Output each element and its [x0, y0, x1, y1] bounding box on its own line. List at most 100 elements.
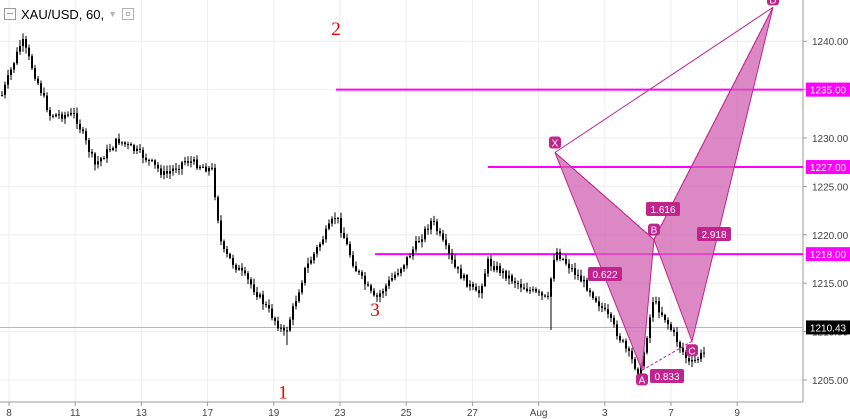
candle — [160, 164, 162, 178]
candle — [382, 288, 384, 299]
level-price-tag-bg — [806, 82, 850, 97]
candle-body — [643, 352, 645, 366]
wave-annotation-3: 3 — [370, 300, 380, 321]
collapse-icon[interactable] — [4, 8, 16, 20]
candle-body — [37, 78, 39, 84]
candle-body — [58, 114, 60, 116]
candle-body — [97, 161, 99, 165]
candle-body — [142, 149, 144, 158]
candle — [631, 347, 633, 364]
time-tick-label: 9 — [734, 408, 740, 419]
candle-body — [688, 358, 690, 362]
candle — [547, 291, 549, 300]
candle — [511, 273, 513, 285]
candle-body — [79, 123, 81, 130]
candle — [103, 155, 105, 160]
pattern-point-label: B — [651, 226, 658, 237]
candle — [76, 107, 78, 130]
candle — [475, 283, 477, 292]
settings-box-icon[interactable] — [122, 8, 135, 20]
candle-body — [238, 267, 240, 270]
candle-body — [202, 166, 204, 168]
candle-body — [673, 329, 675, 333]
candle — [472, 281, 474, 291]
candle — [100, 156, 102, 167]
candle — [4, 81, 6, 99]
candle-body — [10, 69, 12, 76]
candle-body — [169, 171, 171, 174]
candle — [109, 143, 111, 153]
candle-body — [49, 110, 51, 116]
candle — [130, 142, 132, 147]
candle-body — [532, 289, 534, 291]
pattern-line-ac — [641, 340, 693, 371]
candle — [205, 163, 207, 173]
candle-body — [505, 270, 507, 279]
candle-body — [316, 247, 318, 254]
candle — [379, 289, 381, 303]
candle — [115, 137, 117, 152]
candle — [145, 153, 147, 163]
candle — [580, 269, 582, 283]
candle — [124, 141, 126, 148]
level-price-tag-label: 1227.00 — [810, 163, 847, 174]
candle — [625, 338, 627, 353]
candle — [262, 290, 264, 310]
candle — [622, 338, 624, 343]
price-tick-label: 1215.00 — [812, 279, 849, 290]
candle — [340, 212, 342, 238]
candle — [106, 144, 108, 163]
candle-body — [529, 290, 531, 292]
candle-body — [415, 241, 417, 250]
candle-body — [163, 171, 165, 175]
candle — [370, 283, 372, 294]
candle-body — [433, 220, 435, 222]
candle — [73, 108, 75, 119]
candle-body — [541, 292, 543, 296]
current-price-tag-bg — [806, 320, 850, 335]
candle-body — [658, 301, 660, 313]
candle-body — [364, 275, 366, 285]
candle-body — [82, 129, 84, 132]
candle — [148, 158, 150, 166]
pattern-point-d: D — [767, 0, 779, 6]
candle-body — [100, 158, 102, 162]
candle-body — [376, 295, 378, 297]
candle — [316, 244, 318, 258]
candle — [388, 276, 390, 289]
candle-body — [241, 267, 243, 271]
candle-body — [226, 249, 228, 254]
pattern-ratio-badge — [697, 227, 731, 241]
candle — [508, 270, 510, 285]
candle-body — [403, 265, 405, 269]
candle-body — [427, 228, 429, 230]
time-tick-label: Aug — [530, 408, 548, 419]
candle — [349, 241, 351, 258]
candle — [400, 267, 402, 277]
candle — [10, 67, 12, 81]
candle — [178, 164, 180, 175]
candle — [256, 287, 258, 301]
pattern-ratio: 0.833 — [650, 369, 684, 383]
candle — [649, 314, 651, 343]
candle — [469, 280, 471, 291]
wave-annotation-2: 2 — [331, 19, 341, 40]
candle-body — [223, 241, 225, 250]
symbol-label[interactable]: XAU/USD, 60, — [21, 6, 105, 22]
candle-body — [25, 39, 27, 48]
candle — [373, 288, 375, 297]
candle — [67, 111, 69, 118]
candle — [613, 315, 615, 328]
candle-body — [409, 256, 411, 258]
candle-body — [130, 144, 132, 146]
chevron-down-icon[interactable]: ▼ — [108, 9, 118, 19]
candle-body — [16, 51, 18, 64]
candle — [667, 317, 669, 330]
candle — [391, 272, 393, 282]
candle — [49, 107, 51, 121]
candle-body — [670, 324, 672, 330]
pattern-ratio: 1.616 — [646, 202, 680, 216]
candle-body — [175, 168, 177, 170]
candle-body — [535, 289, 537, 292]
